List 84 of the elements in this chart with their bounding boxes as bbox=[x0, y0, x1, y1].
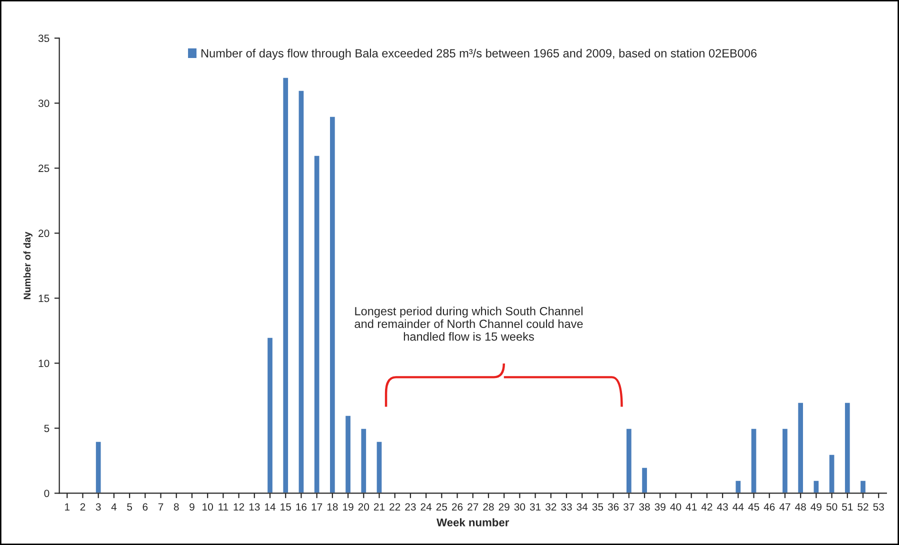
x-tick-label: 4 bbox=[111, 503, 117, 510]
x-tick-label: 37 bbox=[624, 503, 634, 511]
x-tick-label: 5 bbox=[127, 503, 132, 511]
x-tick-label: 43 bbox=[717, 503, 728, 511]
annotation: Longest period during which South Channel and remainder of North Channel could have handled flow is 15 weeks bbox=[354, 306, 583, 341]
bar bbox=[297, 89, 306, 494]
x-tick-label: 47 bbox=[779, 503, 790, 510]
x-tick-label: 21 bbox=[374, 503, 385, 510]
x-tick-label: 20 bbox=[358, 503, 370, 511]
bar bbox=[375, 440, 384, 494]
bar bbox=[282, 76, 290, 494]
x-tick-label: 27 bbox=[468, 503, 478, 510]
x-tick-label: 48 bbox=[795, 503, 806, 511]
legend-label: Number of days flow through Bala exceeded 285 m³/s between 1965 and 2009, based on station 02EB006 bbox=[201, 48, 757, 60]
x-tick-label: 15 bbox=[280, 503, 291, 511]
x-tick-label: 26 bbox=[452, 503, 463, 511]
x-tick-label: 32 bbox=[546, 503, 556, 511]
bar bbox=[360, 428, 368, 494]
x-axis-title: Week number bbox=[436, 518, 510, 526]
x-tick-label: 17 bbox=[312, 503, 322, 510]
x-tick-label: 36 bbox=[608, 503, 619, 511]
bar bbox=[781, 428, 789, 494]
x-tick-label: 7 bbox=[158, 503, 164, 510]
bar bbox=[640, 466, 648, 494]
x-tick-label: 11 bbox=[218, 503, 228, 510]
x-tick-label: 13 bbox=[249, 503, 260, 511]
y-tick-label: 25 bbox=[38, 164, 50, 172]
x-tick-label: 35 bbox=[592, 503, 604, 511]
x-tick-label: 42 bbox=[701, 503, 712, 510]
x-tick-label: 53 bbox=[873, 503, 884, 511]
x-tick-label: 10 bbox=[202, 503, 213, 511]
x-tick-label: 49 bbox=[810, 503, 822, 511]
y-tick-label: 5 bbox=[44, 424, 50, 432]
bar bbox=[344, 414, 352, 494]
y-tick-label: 30 bbox=[38, 100, 50, 108]
x-tick-label: 9 bbox=[190, 503, 194, 511]
bar bbox=[313, 154, 321, 494]
x-tick-label: 23 bbox=[405, 503, 416, 511]
x-tick-label: 18 bbox=[327, 503, 338, 511]
x-tick-label: 8 bbox=[174, 503, 179, 511]
bar bbox=[734, 480, 742, 494]
x-tick-label: 16 bbox=[296, 503, 307, 511]
x-tick-label: 1 bbox=[65, 503, 70, 510]
bar bbox=[796, 402, 804, 494]
x-tick-label: 41 bbox=[686, 503, 697, 510]
x-tick-label: 29 bbox=[498, 503, 510, 511]
bar bbox=[844, 402, 852, 494]
y-tick-label: 35 bbox=[38, 34, 50, 42]
bar bbox=[859, 480, 867, 494]
bar bbox=[750, 428, 758, 494]
x-tick-label: 30 bbox=[514, 503, 526, 511]
x-tick-label: 34 bbox=[576, 503, 588, 511]
x-tick-label: 52 bbox=[858, 503, 868, 511]
y-tick-label: 20 bbox=[38, 230, 50, 238]
x-tick-label: 14 bbox=[265, 503, 276, 510]
x-tick-label: 24 bbox=[420, 503, 432, 510]
x-tick-label: 2 bbox=[80, 503, 86, 510]
x-tick-label: 19 bbox=[343, 503, 354, 511]
bar bbox=[828, 454, 836, 494]
x-tick-label: 22 bbox=[390, 503, 400, 510]
bar bbox=[94, 440, 102, 494]
x-tick-label: 45 bbox=[748, 503, 760, 511]
x-tick-label: 6 bbox=[142, 503, 148, 511]
bar bbox=[266, 336, 274, 494]
x-tick-label: 44 bbox=[732, 503, 744, 510]
x-tick-label: 33 bbox=[561, 503, 572, 511]
x-tick-label: 50 bbox=[826, 503, 838, 511]
x-tick-label: 3 bbox=[96, 503, 101, 511]
x-tick-label: 28 bbox=[483, 503, 494, 511]
y-tick-label: 15 bbox=[38, 294, 50, 302]
x-tick-label: 40 bbox=[670, 503, 682, 511]
x-tick-label: 38 bbox=[639, 503, 650, 511]
y-tick-label: 0 bbox=[44, 490, 50, 498]
bar bbox=[328, 115, 336, 494]
bar bbox=[812, 480, 820, 494]
x-tick-label: 25 bbox=[436, 503, 448, 511]
x-tick-label: 51 bbox=[842, 503, 853, 511]
y-axis-title: Number of day bbox=[23, 232, 32, 300]
x-tick-label: 12 bbox=[234, 503, 244, 510]
y-tick-label: 10 bbox=[38, 360, 50, 368]
x-tick-label: 31 bbox=[530, 503, 541, 511]
x-tick-label: 39 bbox=[654, 503, 666, 511]
bar bbox=[625, 428, 633, 494]
x-tick-label: 46 bbox=[764, 503, 775, 511]
